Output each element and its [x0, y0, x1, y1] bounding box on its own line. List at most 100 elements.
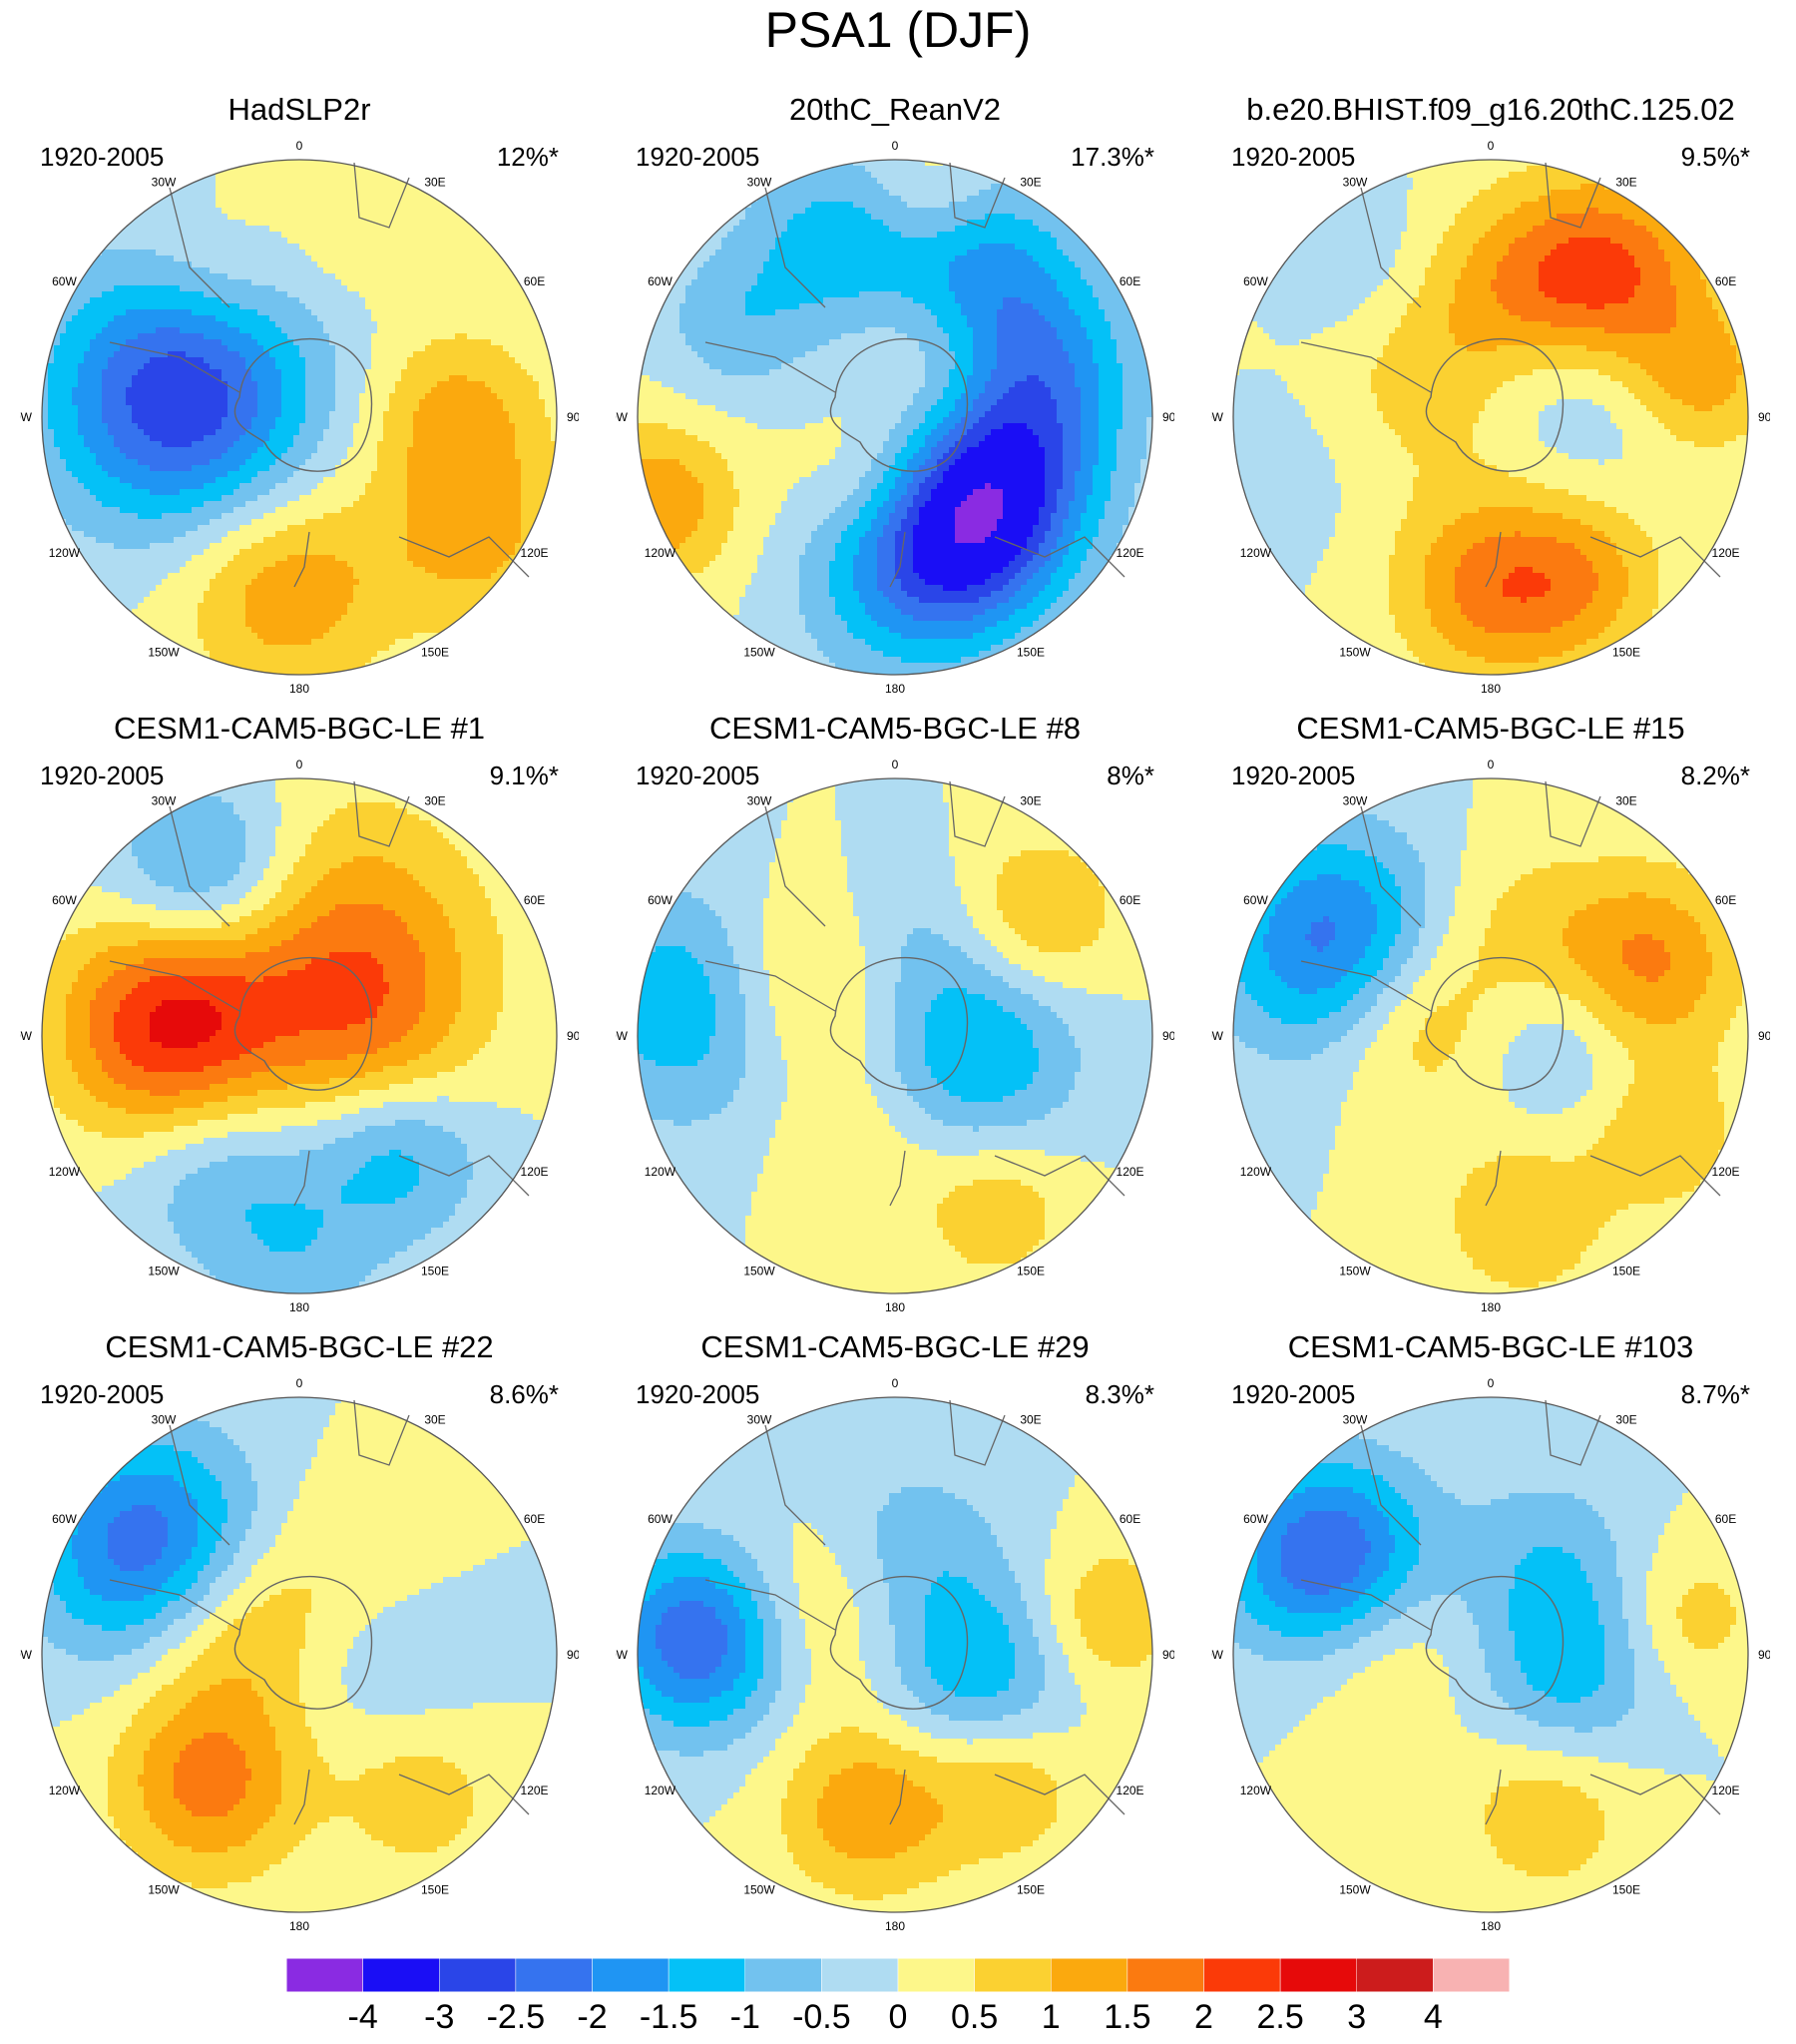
antarctica-coastline [1425, 337, 1565, 472]
panel-period: 1920-2005 [1231, 761, 1355, 791]
colorbar-tick-label: 0 [889, 1998, 908, 2036]
longitude-label: 30W [1343, 1412, 1368, 1426]
panel-title: CESM1-CAM5-BGC-LE #29 [616, 1329, 1174, 1365]
colorbar-tick-label: -1.5 [640, 1998, 698, 2036]
map-panel: b.e20.BHIST.f09_g16.20thC.125.02 1920-200… [1211, 92, 1770, 711]
longitude-label: 180 [885, 1919, 905, 1933]
longitude-label: 180 [1481, 1300, 1501, 1314]
longitude-label: 60E [1120, 274, 1140, 288]
antarctica-coastline [233, 956, 373, 1091]
longitude-label: 60E [524, 1512, 545, 1526]
colorbar-swatch [1051, 1957, 1128, 1993]
colorbar-swatch [515, 1957, 593, 1993]
chart-title: PSA1 (DJF) [0, 2, 1796, 58]
longitude-label: 120W [49, 1784, 81, 1797]
south-america-coastline [109, 187, 240, 393]
longitude-label: 180 [289, 1919, 309, 1933]
colorbar-swatch [668, 1957, 745, 1993]
colorbar-swatch [1126, 1957, 1204, 1993]
longitude-label: 90W [1211, 1029, 1224, 1043]
polar-map: 0 30E 60E 90E 120E 150E 180 150W 120W 90W 60W 30W [20, 1376, 579, 1933]
continent-coastlines [293, 162, 530, 588]
longitude-label: 180 [1481, 1919, 1501, 1933]
longitude-label: 120E [521, 1165, 549, 1179]
anomaly-field [42, 778, 557, 1293]
longitude-label: 90W [616, 1648, 629, 1662]
longitude-label: 90W [616, 1029, 629, 1043]
longitude-label: 180 [289, 682, 309, 696]
south-america-coastline [704, 187, 836, 393]
longitude-label: 120E [521, 1784, 549, 1797]
colorbar-swatch [744, 1957, 822, 1993]
longitude-label: 120E [1117, 1784, 1144, 1797]
colorbar-swatch [1433, 1957, 1511, 1993]
longitude-label: 60E [524, 893, 545, 907]
longitude-label: 60W [1243, 893, 1268, 907]
longitude-label: 150W [743, 1883, 775, 1897]
map-boundary [1232, 1396, 1749, 1913]
colorbar-swatch [974, 1957, 1052, 1993]
longitude-label: 120E [1117, 546, 1144, 560]
colorbar-swatch [1356, 1957, 1434, 1993]
longitude-label: 60W [1243, 274, 1268, 288]
longitude-label: 150W [148, 1883, 180, 1897]
colorbar-tick-label: 2 [1194, 1998, 1213, 2036]
continent-coastlines [1485, 1399, 1721, 1825]
longitude-label: 150W [148, 646, 180, 660]
panel-period: 1920-2005 [1231, 142, 1355, 173]
panel-title: CESM1-CAM5-BGC-LE #8 [616, 711, 1174, 747]
colorbar-tick-label: 1 [1042, 1998, 1061, 2036]
longitude-label: 150E [1612, 646, 1640, 660]
colorbar-frame [285, 1957, 1511, 1993]
colorbar-swatch [1203, 1957, 1281, 1993]
longitude-label: 180 [1481, 682, 1501, 696]
longitude-label: 180 [289, 1300, 309, 1314]
longitude-label: 180 [885, 682, 905, 696]
longitude-label: 60W [52, 1512, 77, 1526]
panel-title: 20thC_ReanV2 [616, 92, 1174, 128]
longitude-label: 30E [1020, 1412, 1041, 1426]
longitude-label: 30E [424, 175, 445, 189]
map-panel: CESM1-CAM5-BGC-LE #8 1920-2005 8%* 0 30E 60E 9… [616, 711, 1174, 1329]
colorbar-swatch [592, 1957, 670, 1993]
colorbar-tick-label: 0.5 [951, 1998, 998, 2036]
longitude-label: 60W [1243, 1512, 1268, 1526]
longitude-label: 0 [1488, 758, 1495, 771]
longitude-label: 30E [424, 1412, 445, 1426]
antarctica-coastline [233, 1575, 373, 1710]
longitude-label: 120W [49, 1165, 81, 1179]
panel-title: CESM1-CAM5-BGC-LE #103 [1211, 1329, 1770, 1365]
longitude-label: 30E [1615, 175, 1636, 189]
longitude-label: 60E [1715, 893, 1736, 907]
longitude-label: 90W [1211, 1648, 1224, 1662]
longitude-label: 120E [521, 546, 549, 560]
panel-title: CESM1-CAM5-BGC-LE #22 [20, 1329, 579, 1365]
longitude-label: 60E [1715, 274, 1736, 288]
longitude-label: 90E [1758, 410, 1770, 424]
longitude-label: 180 [885, 1300, 905, 1314]
longitude-label: 120W [1240, 1784, 1272, 1797]
longitude-label: 120E [1117, 1165, 1144, 1179]
polar-map: 0 30E 60E 90E 120E 150E 180 150W 120W 90W 60W 30W [616, 758, 1174, 1314]
longitude-label: 60E [1715, 1512, 1736, 1526]
longitude-label: 90W [616, 410, 629, 424]
longitude-label: 150W [1339, 1883, 1371, 1897]
longitude-label: 0 [892, 139, 899, 153]
longitude-label: 120W [645, 1784, 676, 1797]
colorbar-swatch [362, 1957, 440, 1993]
anomaly-field [1233, 778, 1748, 1293]
map-panel: HadSLP2r 1920-2005 12%* 0 30E 60E 90E 120E 150E 1… [20, 92, 579, 711]
longitude-label: 0 [1488, 139, 1495, 153]
anomaly-field [638, 160, 1152, 675]
antarctica-coastline [829, 1575, 969, 1710]
longitude-label: 60W [648, 893, 673, 907]
longitude-label: 60W [648, 274, 673, 288]
south-america-coastline [1300, 187, 1432, 393]
longitude-label: 150E [421, 1883, 449, 1897]
polar-map: 0 30E 60E 90E 120E 150E 180 150W 120W 90W 60W 30W [1211, 1376, 1770, 1933]
colorbar-swatch [897, 1957, 975, 1993]
longitude-label: 30E [424, 793, 445, 807]
longitude-label: 30E [1615, 793, 1636, 807]
variance-explained: 8.3%* [1086, 1379, 1154, 1410]
panel-title: HadSLP2r [20, 92, 579, 128]
